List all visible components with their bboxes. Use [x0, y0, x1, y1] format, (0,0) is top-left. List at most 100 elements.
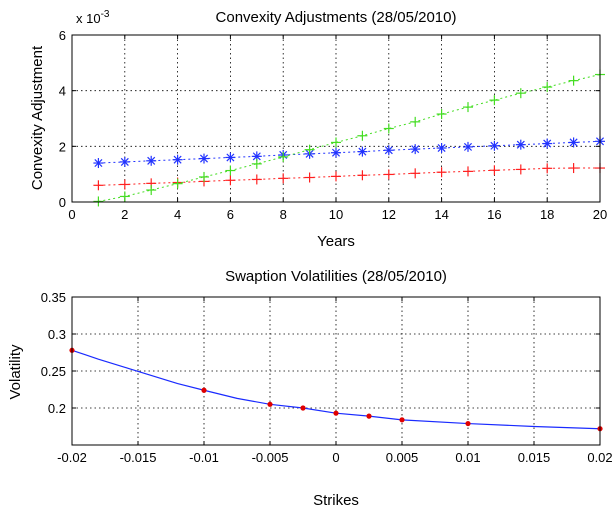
convexity-x-tick-label: 20 — [593, 207, 607, 222]
convexity-x-tick-label: 16 — [487, 207, 501, 222]
volatility-data-marker — [267, 401, 273, 407]
convexity-series-0-point — [172, 154, 183, 165]
convexity-series-2-point — [410, 116, 421, 127]
convexity-y-exponent-base: x 10 — [76, 11, 101, 26]
convexity-plot-frame — [71, 34, 601, 203]
convexity-series-1-point — [225, 175, 236, 186]
convexity-series-2-point — [568, 75, 579, 86]
convexity-series-2-point — [199, 171, 209, 182]
convexity-series-2-point — [542, 82, 553, 93]
convexity-series-2-point — [225, 165, 236, 176]
volatility-series-group — [69, 347, 603, 432]
convexity-x-tick-label: 4 — [174, 207, 181, 222]
convexity-series-0-point — [331, 147, 341, 158]
volatility-data-marker — [333, 410, 339, 416]
volatility-y-tick-label: 0.25 — [41, 364, 66, 379]
convexity-series-2-point — [278, 151, 289, 162]
convexity-x-tick-label: 0 — [68, 207, 75, 222]
volatility-x-tick-label: 0.02 — [587, 450, 612, 465]
volatility-x-tick-label: 0.005 — [386, 450, 419, 465]
volatility-x-tick-label: -0.01 — [189, 450, 219, 465]
convexity-series-1-point — [357, 170, 368, 181]
convexity-series-2-point — [489, 95, 500, 106]
convexity-series-0-point — [357, 146, 368, 157]
convexity-chart: Convexity Adjustments (28/05/2010) 0 2 4 6 8… — [29, 9, 607, 250]
convexity-series-2-point — [436, 109, 447, 120]
convexity-marker-stroke — [94, 159, 103, 168]
convexity-x-axis-label: Years — [317, 233, 355, 250]
volatility-chart: Swaption Volatilities (28/05/2010) -0.02… — [7, 268, 612, 509]
convexity-marker-stroke — [516, 140, 525, 149]
convexity-series-2-point — [93, 196, 104, 207]
convexity-series-2-point — [304, 144, 315, 155]
convexity-series-1-point — [304, 172, 315, 183]
volatility-x-tick-label: -0.02 — [57, 450, 87, 465]
convexity-series-1-point — [119, 179, 130, 190]
convexity-series-1-point — [331, 171, 341, 182]
convexity-series-0-point — [146, 155, 157, 166]
convexity-marker-stroke — [543, 139, 552, 148]
convexity-series-1-point — [489, 165, 500, 176]
convexity-series-group — [93, 69, 605, 207]
convexity-x-tick-label: 8 — [280, 207, 287, 222]
convexity-series-0-point — [568, 137, 579, 148]
convexity-series-1-point — [383, 169, 394, 180]
volatility-data-marker — [399, 417, 405, 423]
convexity-series-0-point — [515, 139, 526, 150]
volatility-plot-frame — [71, 296, 601, 446]
convexity-series-1-point — [515, 164, 526, 175]
convexity-tick-labels: 0 2 4 6 8 10 12 14 16 18 20 0 2 4 6 — [59, 28, 607, 222]
volatility-chart-title: Swaption Volatilities (28/05/2010) — [225, 268, 447, 285]
convexity-series-0-point — [463, 141, 473, 152]
volatility-data-marker — [366, 413, 372, 419]
convexity-x-tick-label: 10 — [329, 207, 343, 222]
convexity-grid — [71, 34, 601, 203]
convexity-series-2-point — [119, 191, 130, 202]
convexity-marker-stroke — [199, 154, 209, 163]
convexity-series-2-point — [251, 158, 262, 169]
convexity-series-1-point — [93, 180, 104, 191]
convexity-marker-stroke — [331, 148, 341, 157]
volatility-x-tick-label: -0.015 — [120, 450, 157, 465]
convexity-series-2-point — [383, 123, 394, 134]
convexity-series-1-point — [568, 163, 579, 174]
convexity-y-tick-label: 4 — [59, 84, 66, 99]
volatility-x-tick-label: 0.015 — [518, 450, 551, 465]
convexity-series-1-point — [436, 167, 447, 178]
convexity-series-0-line — [98, 140, 601, 164]
convexity-marker-stroke — [147, 156, 156, 165]
convexity-series-2-point — [331, 137, 341, 148]
convexity-series-0-point — [225, 152, 236, 163]
convexity-series-2-point — [515, 88, 526, 99]
convexity-series-0-point — [93, 158, 104, 169]
convexity-series-0-point — [436, 143, 447, 154]
convexity-marker-stroke — [384, 146, 393, 155]
volatility-y-tick-label: 0.2 — [48, 401, 66, 416]
volatility-x-tick-label: -0.005 — [252, 450, 289, 465]
convexity-series-0-point — [410, 144, 421, 155]
convexity-y-tick-label: 2 — [59, 139, 66, 154]
convexity-x-tick-label: 14 — [434, 207, 448, 222]
convexity-y-tick-label: 6 — [59, 28, 66, 43]
volatility-x-tick-label: 0 — [332, 450, 339, 465]
volatility-y-axis-label: Volatility — [7, 344, 24, 400]
convexity-series-1-point — [410, 168, 421, 179]
volatility-series-0-line — [71, 349, 601, 430]
convexity-series-0-point — [383, 145, 394, 156]
convexity-marker-stroke — [463, 142, 473, 151]
volatility-tick-labels: -0.02 -0.015 -0.01 -0.005 0 0.005 0.01 0.015 0.0… — [41, 290, 612, 465]
volatility-data-marker — [201, 387, 207, 393]
volatility-x-tick-label: 0.01 — [455, 450, 480, 465]
convexity-y-exponent: x 10-3 — [76, 9, 110, 26]
convexity-series-1-point — [278, 173, 289, 184]
convexity-marker-stroke — [120, 157, 129, 166]
convexity-series-1-line — [98, 167, 600, 186]
convexity-marker-stroke — [252, 152, 261, 161]
convexity-marker-stroke — [569, 138, 578, 147]
convexity-series-2-point — [463, 102, 473, 113]
convexity-series-2-point — [172, 178, 183, 189]
convexity-marker-stroke — [226, 153, 235, 162]
volatility-y-tick-label: 0.3 — [48, 327, 66, 342]
convexity-marker-stroke — [173, 155, 182, 164]
